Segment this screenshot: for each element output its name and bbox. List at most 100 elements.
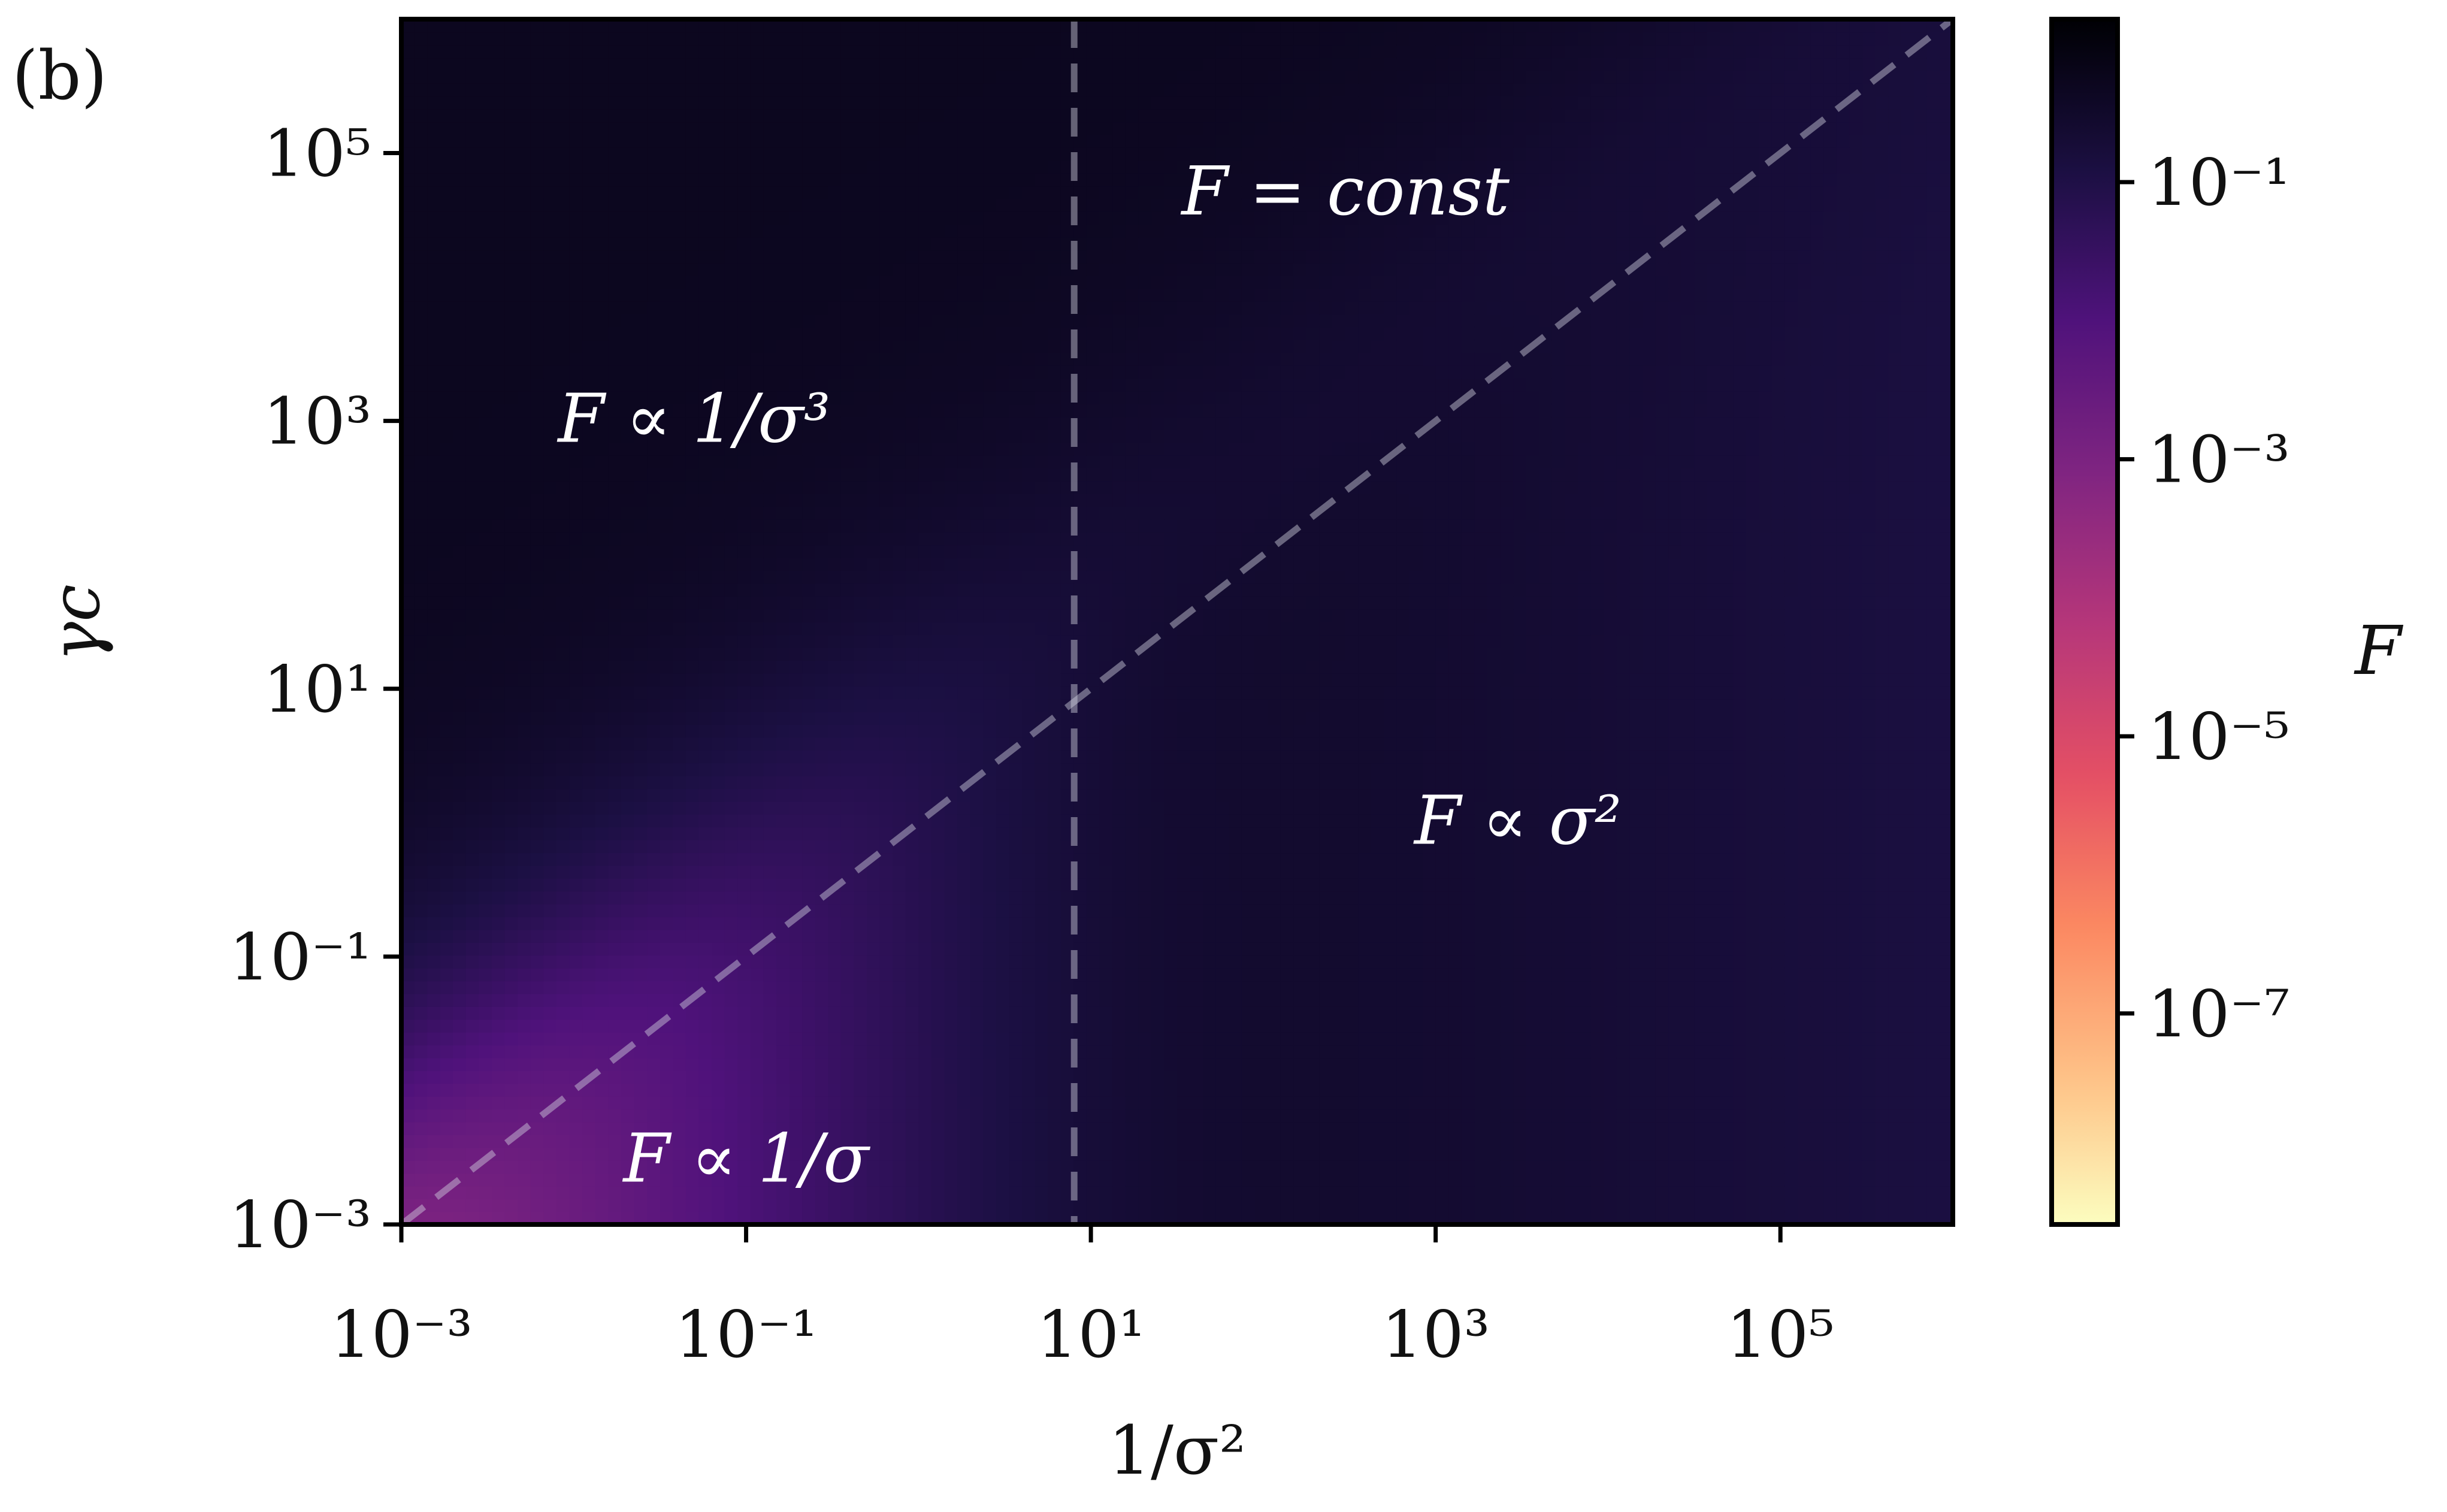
heatmap-cell	[944, 378, 958, 392]
heatmap-cell	[543, 1096, 557, 1110]
heatmap-cell	[518, 340, 531, 353]
heatmap-cell	[1035, 788, 1048, 802]
heatmap-cell	[854, 455, 867, 468]
heatmap-cell	[504, 622, 519, 636]
heatmap-cell	[737, 1096, 751, 1110]
heatmap-cell	[867, 468, 881, 482]
heatmap-cell	[931, 1135, 945, 1148]
heatmap-cell	[996, 480, 1010, 494]
heatmap-cell	[970, 108, 984, 123]
heatmap-cell	[621, 32, 635, 46]
heatmap-cell	[1060, 801, 1075, 815]
heatmap-cell	[414, 198, 428, 212]
heatmap-cell	[647, 903, 661, 918]
heatmap-cell	[750, 506, 764, 520]
heatmap-cell	[685, 224, 700, 238]
heatmap-cell	[1035, 147, 1048, 161]
heatmap-cell	[401, 827, 415, 840]
heatmap-cell	[414, 698, 428, 712]
heatmap-cell	[504, 903, 519, 918]
heatmap-cell	[931, 827, 945, 840]
heatmap-cell	[763, 391, 777, 404]
heatmap-cell	[621, 1006, 635, 1020]
heatmap-cell	[543, 1109, 557, 1123]
heatmap-cell	[763, 917, 777, 930]
heatmap-cell	[996, 967, 1010, 982]
heatmap-cell	[608, 1147, 622, 1161]
heatmap-cell	[893, 1173, 906, 1187]
heatmap-cell	[879, 122, 893, 135]
heatmap-cell	[634, 1071, 648, 1084]
heatmap-cell	[931, 570, 945, 584]
heatmap-cell	[957, 967, 971, 982]
heatmap-cell	[543, 262, 557, 276]
heatmap-cell	[660, 480, 674, 494]
heatmap-cell	[673, 519, 686, 533]
heatmap-cell	[737, 1109, 751, 1123]
heatmap-cell	[647, 326, 661, 340]
heatmap-cell	[905, 314, 919, 328]
heatmap-cell	[1048, 32, 1061, 46]
heatmap-cell	[931, 365, 945, 379]
heatmap-cell	[1022, 429, 1036, 443]
heatmap-cell	[893, 44, 906, 59]
heatmap-cell	[1048, 865, 1061, 879]
heatmap-cell	[750, 596, 764, 610]
heatmap-cell	[802, 647, 816, 661]
heatmap-cell	[918, 186, 932, 199]
heatmap-cell	[479, 19, 492, 33]
heatmap-cell	[440, 788, 454, 802]
heatmap-cell	[712, 827, 725, 840]
heatmap-cell	[479, 468, 492, 482]
heatmap-cell	[685, 493, 700, 507]
heatmap-cell	[504, 314, 519, 328]
heatmap-cell	[893, 198, 906, 212]
heatmap-cell	[918, 981, 932, 994]
heatmap-cell	[776, 365, 790, 379]
heatmap-cell	[530, 455, 545, 468]
heatmap-cell	[918, 493, 932, 507]
heatmap-cell	[660, 839, 674, 854]
heatmap-cell	[983, 673, 997, 687]
heatmap-cell	[918, 442, 932, 456]
heatmap-cell	[944, 839, 958, 854]
heatmap-cell	[828, 673, 842, 687]
heatmap-cell	[840, 1199, 855, 1212]
heatmap-cell	[582, 1045, 596, 1059]
heatmap-cell	[918, 19, 932, 33]
heatmap-cell	[556, 775, 570, 790]
heatmap-cell	[569, 891, 583, 905]
heatmap-cell	[893, 83, 906, 97]
heatmap-cell	[957, 96, 971, 110]
heatmap-cell	[957, 83, 971, 97]
heatmap-cell	[569, 173, 583, 187]
heatmap-cell	[518, 493, 531, 507]
heatmap-cell	[1048, 942, 1061, 956]
heatmap-cell	[737, 262, 751, 276]
heatmap-cell	[905, 711, 919, 725]
heatmap-cell	[737, 1121, 751, 1135]
heatmap-cell	[724, 609, 738, 622]
heatmap-cell	[621, 917, 635, 930]
heatmap-cell	[634, 545, 648, 558]
heatmap-cell	[673, 929, 686, 943]
heatmap-cell	[983, 724, 997, 738]
heatmap-cell	[685, 1083, 700, 1097]
heatmap-cell	[828, 583, 842, 597]
heatmap-cell	[479, 365, 492, 379]
heatmap-cell	[440, 737, 454, 751]
heatmap-cell	[673, 1173, 686, 1187]
heatmap-cell	[879, 416, 893, 430]
heatmap-cell	[608, 942, 622, 956]
heatmap-cell	[1035, 314, 1048, 328]
heatmap-cell	[931, 955, 945, 969]
heatmap-cell	[996, 1211, 1010, 1224]
heatmap-cell	[595, 19, 609, 33]
heatmap-cell	[712, 634, 725, 648]
heatmap-cell	[867, 1096, 881, 1110]
heatmap-cell	[530, 211, 545, 225]
heatmap-cell	[983, 519, 997, 533]
heatmap-cell	[789, 929, 803, 943]
heatmap-cell	[893, 1109, 906, 1123]
heatmap-cell	[479, 44, 492, 59]
